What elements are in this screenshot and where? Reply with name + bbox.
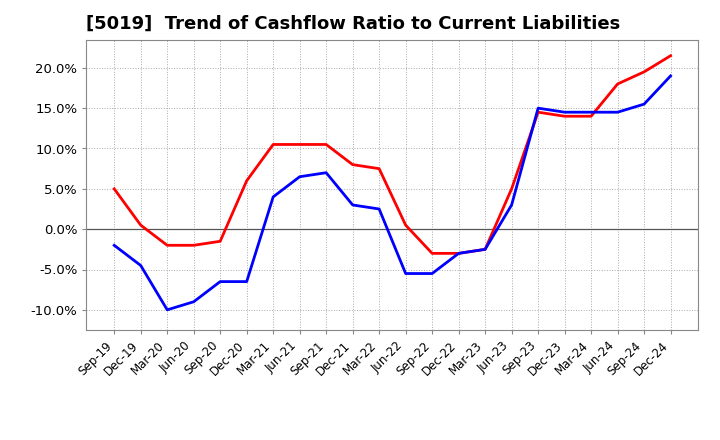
- Free CF to Current Liabilities: [136, 263, 145, 268]
- Line: Free CF to Current Liabilities: Free CF to Current Liabilities: [114, 76, 670, 310]
- Operating CF to Current Liabilities: [216, 238, 225, 244]
- Operating CF to Current Liabilities: [587, 114, 595, 119]
- Free CF to Current Liabilities: [216, 279, 225, 284]
- Free CF to Current Liabilities: [560, 110, 569, 115]
- Operating CF to Current Liabilities: [534, 110, 542, 115]
- Free CF to Current Liabilities: [189, 299, 198, 304]
- Free CF to Current Liabilities: [587, 110, 595, 115]
- Operating CF to Current Liabilities: [401, 223, 410, 228]
- Text: [5019]  Trend of Cashflow Ratio to Current Liabilities: [5019] Trend of Cashflow Ratio to Curren…: [86, 15, 621, 33]
- Free CF to Current Liabilities: [534, 106, 542, 111]
- Operating CF to Current Liabilities: [640, 69, 649, 74]
- Operating CF to Current Liabilities: [560, 114, 569, 119]
- Operating CF to Current Liabilities: [322, 142, 330, 147]
- Free CF to Current Liabilities: [110, 242, 119, 248]
- Operating CF to Current Liabilities: [666, 53, 675, 59]
- Operating CF to Current Liabilities: [481, 247, 490, 252]
- Operating CF to Current Liabilities: [348, 162, 357, 167]
- Operating CF to Current Liabilities: [428, 251, 436, 256]
- Free CF to Current Liabilities: [666, 73, 675, 78]
- Operating CF to Current Liabilities: [243, 178, 251, 183]
- Free CF to Current Liabilities: [348, 202, 357, 208]
- Operating CF to Current Liabilities: [163, 242, 171, 248]
- Free CF to Current Liabilities: [295, 174, 304, 180]
- Operating CF to Current Liabilities: [508, 186, 516, 191]
- Operating CF to Current Liabilities: [454, 251, 463, 256]
- Operating CF to Current Liabilities: [613, 81, 622, 87]
- Free CF to Current Liabilities: [640, 102, 649, 107]
- Operating CF to Current Liabilities: [136, 223, 145, 228]
- Operating CF to Current Liabilities: [375, 166, 384, 171]
- Free CF to Current Liabilities: [428, 271, 436, 276]
- Legend: Operating CF to Current Liabilities, Free CF to Current Liabilities: Operating CF to Current Liabilities, Fre…: [126, 439, 659, 440]
- Free CF to Current Liabilities: [243, 279, 251, 284]
- Free CF to Current Liabilities: [481, 247, 490, 252]
- Free CF to Current Liabilities: [375, 206, 384, 212]
- Operating CF to Current Liabilities: [189, 242, 198, 248]
- Free CF to Current Liabilities: [613, 110, 622, 115]
- Line: Operating CF to Current Liabilities: Operating CF to Current Liabilities: [114, 56, 670, 253]
- Operating CF to Current Liabilities: [110, 186, 119, 191]
- Operating CF to Current Liabilities: [295, 142, 304, 147]
- Free CF to Current Liabilities: [401, 271, 410, 276]
- Operating CF to Current Liabilities: [269, 142, 277, 147]
- Free CF to Current Liabilities: [269, 194, 277, 199]
- Free CF to Current Liabilities: [322, 170, 330, 175]
- Free CF to Current Liabilities: [163, 307, 171, 312]
- Free CF to Current Liabilities: [454, 251, 463, 256]
- Free CF to Current Liabilities: [508, 202, 516, 208]
